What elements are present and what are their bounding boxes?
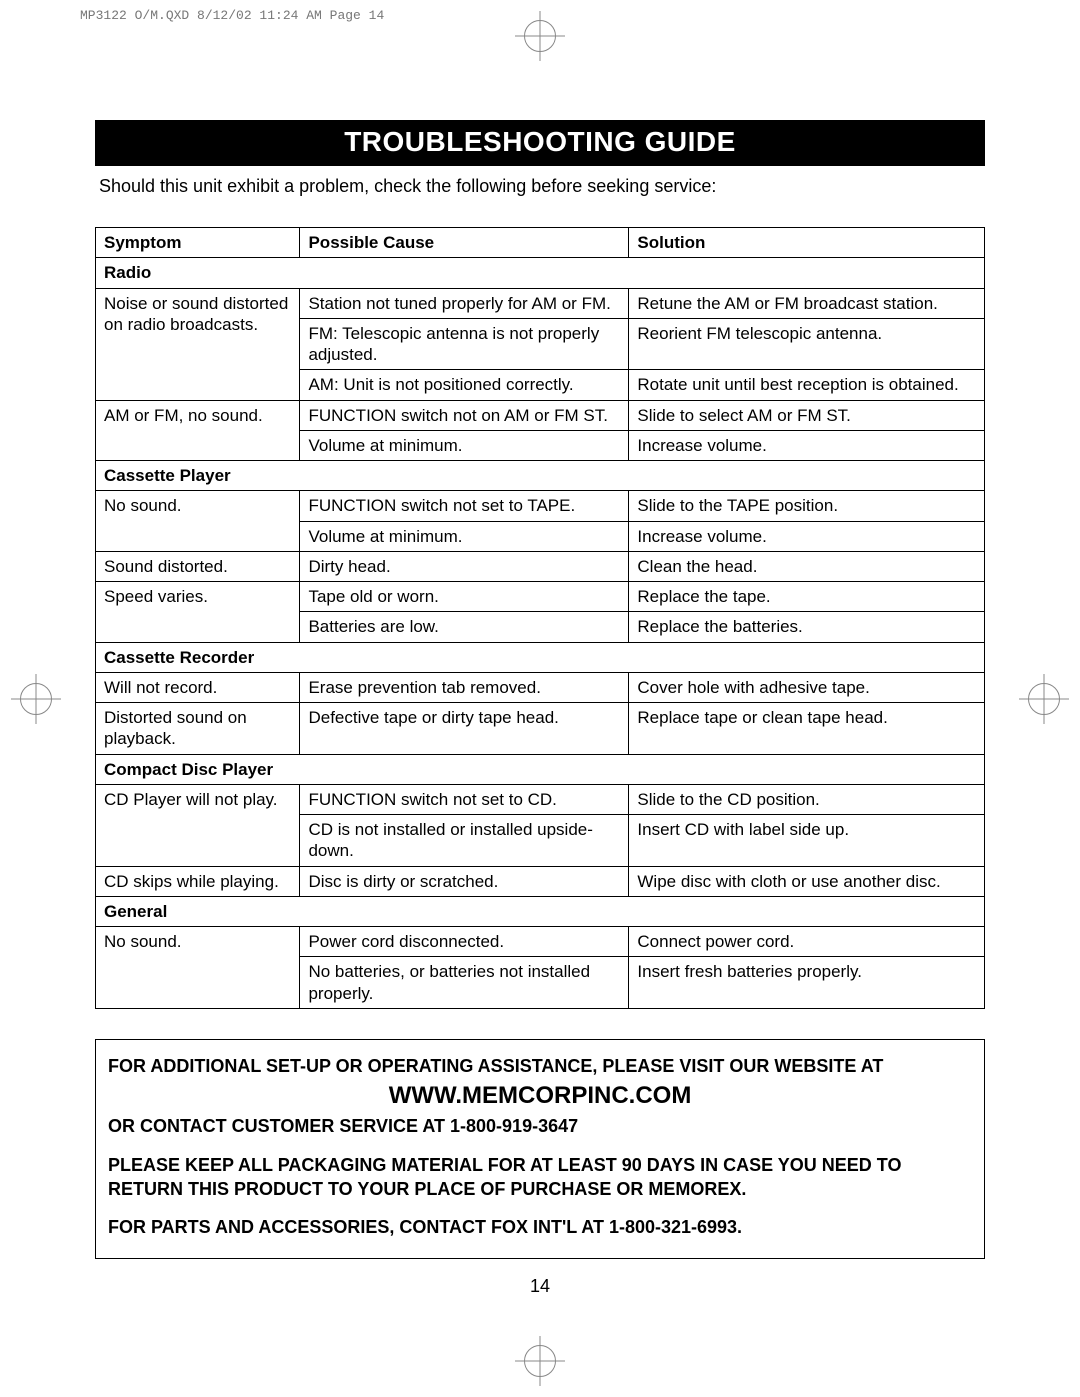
- cell-symptom: AM or FM, no sound.: [96, 400, 300, 461]
- page-title: TROUBLESHOOTING GUIDE: [95, 120, 985, 166]
- cell-solution: Slide to the CD position.: [629, 784, 985, 814]
- cell-cause: Dirty head.: [300, 551, 629, 581]
- cell-cause: CD is not installed or installed upside-…: [300, 815, 629, 867]
- cell-solution: Wipe disc with cloth or use another disc…: [629, 866, 985, 896]
- cell-solution: Reorient FM telescopic antenna.: [629, 318, 985, 370]
- page-number: 14: [530, 1276, 550, 1297]
- section-heading: General: [96, 896, 985, 926]
- footer-website: WWW.MEMCORPINC.COM: [108, 1080, 972, 1112]
- cell-cause: AM: Unit is not positioned correctly.: [300, 370, 629, 400]
- cell-symptom: Speed varies.: [96, 582, 300, 643]
- section-row: Cassette Player: [96, 461, 985, 491]
- cell-solution: Insert CD with label side up.: [629, 815, 985, 867]
- cell-solution: Replace the batteries.: [629, 612, 985, 642]
- section-heading: Compact Disc Player: [96, 754, 985, 784]
- section-row: General: [96, 896, 985, 926]
- cell-cause: Power cord disconnected.: [300, 927, 629, 957]
- table-row: AM or FM, no sound.FUNCTION switch not o…: [96, 400, 985, 430]
- table-row: No sound.Power cord disconnected.Connect…: [96, 927, 985, 957]
- cell-cause: Volume at minimum.: [300, 521, 629, 551]
- cell-symptom: Sound distorted.: [96, 551, 300, 581]
- footer-line1: FOR ADDITIONAL SET-UP OR OPERATING ASSIS…: [108, 1054, 972, 1078]
- table-row: Distorted sound on playback.Defective ta…: [96, 703, 985, 755]
- col-header-solution: Solution: [629, 228, 985, 258]
- cell-symptom: Distorted sound on playback.: [96, 703, 300, 755]
- section-heading: Cassette Recorder: [96, 642, 985, 672]
- cell-cause: FUNCTION switch not set to TAPE.: [300, 491, 629, 521]
- cell-solution: Slide to select AM or FM ST.: [629, 400, 985, 430]
- cell-symptom: Will not record.: [96, 672, 300, 702]
- cell-symptom: Noise or sound distorted on radio broadc…: [96, 288, 300, 400]
- page-content: TROUBLESHOOTING GUIDE Should this unit e…: [95, 120, 985, 1259]
- col-header-symptom: Symptom: [96, 228, 300, 258]
- section-row: Compact Disc Player: [96, 754, 985, 784]
- table-header-row: Symptom Possible Cause Solution: [96, 228, 985, 258]
- section-row: Cassette Recorder: [96, 642, 985, 672]
- cell-cause: Volume at minimum.: [300, 430, 629, 460]
- cell-solution: Slide to the TAPE position.: [629, 491, 985, 521]
- col-header-cause: Possible Cause: [300, 228, 629, 258]
- cell-cause: FUNCTION switch not set to CD.: [300, 784, 629, 814]
- footer-box: FOR ADDITIONAL SET-UP OR OPERATING ASSIS…: [95, 1039, 985, 1259]
- section-heading: Radio: [96, 258, 985, 288]
- cell-cause: Disc is dirty or scratched.: [300, 866, 629, 896]
- cell-solution: Retune the AM or FM broadcast station.: [629, 288, 985, 318]
- table-row: Sound distorted.Dirty head.Clean the hea…: [96, 551, 985, 581]
- table-row: Will not record.Erase prevention tab rem…: [96, 672, 985, 702]
- registration-mark-right: [1028, 683, 1060, 715]
- section-heading: Cassette Player: [96, 461, 985, 491]
- registration-mark-left: [20, 683, 52, 715]
- cell-symptom: No sound.: [96, 491, 300, 552]
- cell-solution: Increase volume.: [629, 521, 985, 551]
- cell-cause: FUNCTION switch not on AM or FM ST.: [300, 400, 629, 430]
- table-row: Noise or sound distorted on radio broadc…: [96, 288, 985, 318]
- cell-symptom: No sound.: [96, 927, 300, 1009]
- cell-cause: No batteries, or batteries not installed…: [300, 957, 629, 1009]
- intro-text: Should this unit exhibit a problem, chec…: [99, 176, 985, 197]
- cell-cause: Tape old or worn.: [300, 582, 629, 612]
- cell-cause: FM: Telescopic antenna is not properly a…: [300, 318, 629, 370]
- cell-solution: Replace the tape.: [629, 582, 985, 612]
- table-row: No sound.FUNCTION switch not set to TAPE…: [96, 491, 985, 521]
- cell-symptom: CD Player will not play.: [96, 784, 300, 866]
- cell-solution: Cover hole with adhesive tape.: [629, 672, 985, 702]
- cell-cause: Batteries are low.: [300, 612, 629, 642]
- cell-solution: Replace tape or clean tape head.: [629, 703, 985, 755]
- registration-mark-top: [524, 20, 556, 52]
- cell-solution: Rotate unit until best reception is obta…: [629, 370, 985, 400]
- table-row: Speed varies.Tape old or worn.Replace th…: [96, 582, 985, 612]
- cell-solution: Clean the head.: [629, 551, 985, 581]
- table-row: CD Player will not play.FUNCTION switch …: [96, 784, 985, 814]
- troubleshooting-table: Symptom Possible Cause Solution RadioNoi…: [95, 227, 985, 1009]
- cell-symptom: CD skips while playing.: [96, 866, 300, 896]
- print-header: MP3122 O/M.QXD 8/12/02 11:24 AM Page 14: [80, 8, 384, 23]
- cell-solution: Connect power cord.: [629, 927, 985, 957]
- footer-line4: FOR PARTS AND ACCESSORIES, CONTACT FOX I…: [108, 1215, 972, 1239]
- footer-line3: PLEASE KEEP ALL PACKAGING MATERIAL FOR A…: [108, 1153, 972, 1202]
- cell-cause: Defective tape or dirty tape head.: [300, 703, 629, 755]
- table-row: CD skips while playing.Disc is dirty or …: [96, 866, 985, 896]
- cell-solution: Insert fresh batteries properly.: [629, 957, 985, 1009]
- cell-solution: Increase volume.: [629, 430, 985, 460]
- cell-cause: Station not tuned properly for AM or FM.: [300, 288, 629, 318]
- cell-cause: Erase prevention tab removed.: [300, 672, 629, 702]
- section-row: Radio: [96, 258, 985, 288]
- footer-line2: OR CONTACT CUSTOMER SERVICE AT 1-800-919…: [108, 1114, 972, 1138]
- registration-mark-bottom: [524, 1345, 556, 1377]
